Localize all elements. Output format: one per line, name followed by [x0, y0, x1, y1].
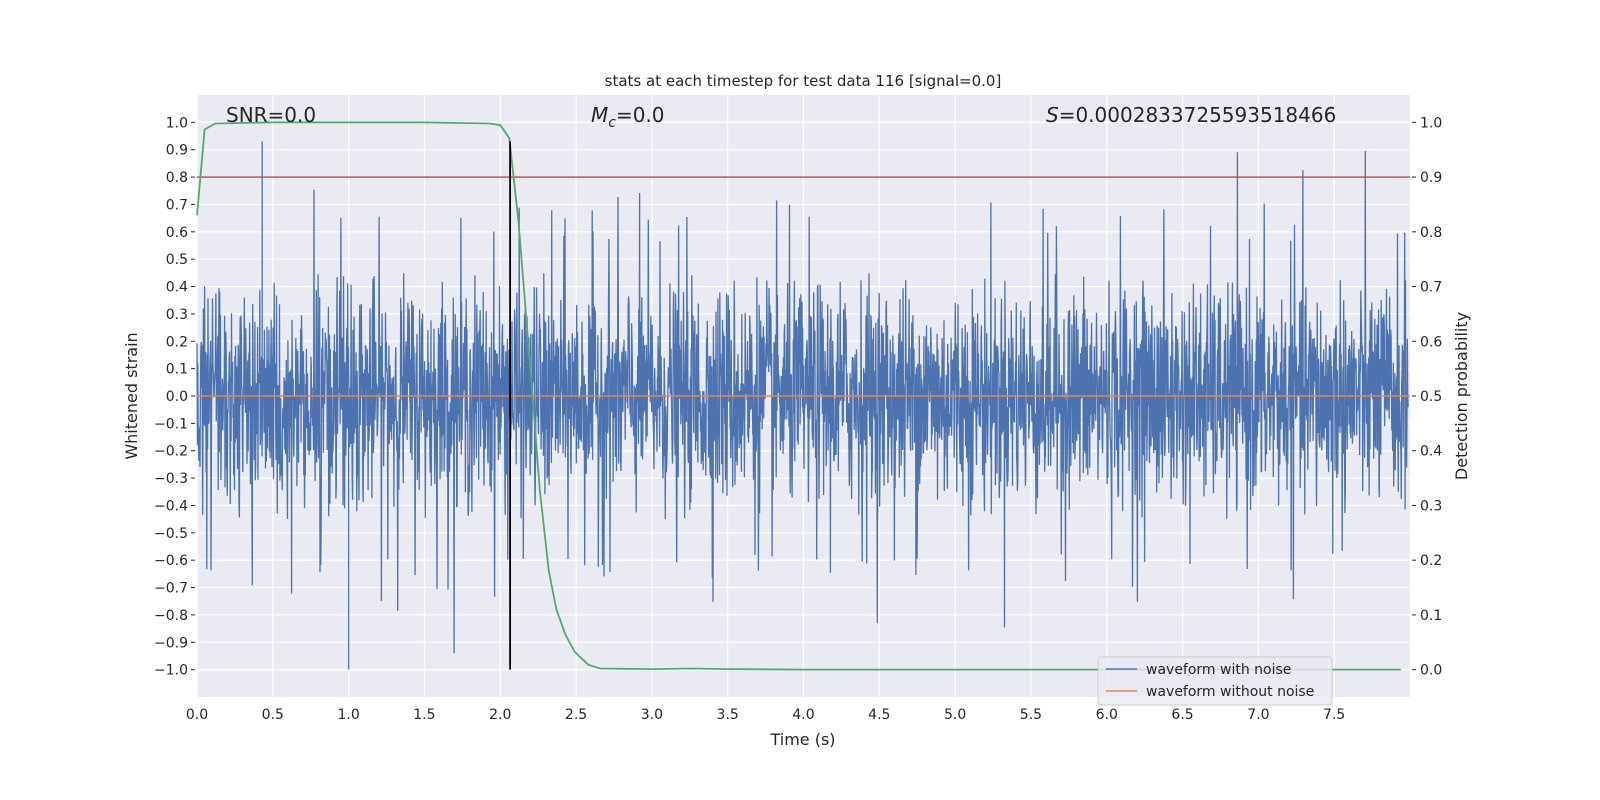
x-tick-label: 4.0: [792, 707, 814, 723]
x-tick-label: 5.0: [944, 707, 966, 723]
y-tick-label: 0.8: [166, 170, 188, 186]
y-tick-label: 0.9: [166, 143, 188, 159]
s-value: =0.0002833725593518466: [1059, 103, 1337, 127]
y2-axis-label: Detection probability: [1452, 312, 1471, 480]
y2-tick-label: 0.9: [1420, 170, 1442, 186]
mc-subscript: c: [608, 115, 616, 131]
x-tick-label: 2.0: [489, 707, 511, 723]
x-tick-label: 4.5: [868, 707, 890, 723]
x-tick-label: 0.5: [262, 707, 284, 723]
x-tick-label: 1.5: [413, 707, 435, 723]
x-tick-label: 2.5: [565, 707, 587, 723]
x-axis-label: Time (s): [769, 730, 835, 749]
x-tick-label: 6.0: [1096, 707, 1118, 723]
y-axis-label: Whitened strain: [122, 332, 141, 459]
y-tick-label: −0.1: [154, 416, 188, 432]
x-tick-label: 7.0: [1247, 707, 1269, 723]
y-tick-label: 1.0: [166, 115, 188, 131]
y-tick-label: −0.2: [154, 444, 188, 460]
y-tick-label: −0.5: [154, 526, 188, 542]
y-tick-label: −0.3: [154, 471, 188, 487]
y2-tick-label: 0.8: [1420, 225, 1442, 241]
snr-annotation: SNR=0.0: [226, 103, 316, 127]
y-tick-label: 0.2: [166, 334, 188, 350]
chart-title: stats at each timestep for test data 116…: [605, 72, 1002, 90]
y-tick-label: 0.4: [166, 280, 188, 296]
y-tick-label: 0.3: [166, 307, 188, 323]
x-tick-label: 6.5: [1171, 707, 1193, 723]
mc-annotation: Mc=0.0: [591, 103, 665, 131]
y2-tick-label: 0.1: [1420, 608, 1442, 624]
y-tick-label: −0.4: [154, 498, 188, 514]
y-tick-label: −0.7: [154, 581, 188, 597]
y-tick-label: 0.1: [166, 362, 188, 378]
y-tick-label: −0.9: [154, 635, 188, 651]
y-tick-label: 0.5: [166, 252, 188, 268]
legend: waveform with noise waveform without noi…: [1097, 656, 1333, 706]
mc-value: =0.0: [616, 103, 665, 127]
noise-line: [196, 141, 1409, 670]
y2-tick-label: 0.3: [1420, 498, 1442, 514]
x-tick-label: 5.5: [1020, 707, 1042, 723]
y2-tick-label: 0.7: [1420, 280, 1442, 296]
legend-label-clean: waveform without noise: [1146, 684, 1314, 700]
s-symbol: S: [1046, 103, 1059, 127]
detection-probability-line: [196, 121, 1401, 671]
y2-tick-label: 0.4: [1420, 444, 1442, 460]
y-tick-label: −0.6: [154, 553, 188, 569]
ticks: 0.0 0.5 1.0 1.5 2.0 2.5 3.0 3.5 4.0 4.5 5.0 5.5 6.0 6…: [154, 115, 1442, 723]
legend-label-noise: waveform with noise: [1146, 662, 1291, 678]
y-tick-label: 0.7: [166, 197, 188, 213]
x-tick-label: 0.0: [186, 707, 208, 723]
y2-tick-label: 0.2: [1420, 553, 1442, 569]
y2-tick-label: 0.0: [1420, 663, 1442, 679]
x-tick-label: 7.5: [1323, 707, 1345, 723]
legend-box: [1097, 656, 1333, 706]
x-tick-label: 3.5: [717, 707, 739, 723]
y-tick-label: −1.0: [154, 663, 188, 679]
y-tick-label: −0.8: [154, 608, 188, 624]
y2-tick-label: 0.6: [1420, 334, 1442, 350]
mc-symbol: M: [591, 103, 608, 127]
s-annotation: S=0.0002833725593518466: [1046, 103, 1336, 127]
y-tick-label: 0.6: [166, 225, 188, 241]
y-tick-label: 0.0: [166, 389, 188, 405]
x-tick-label: 3.0: [641, 707, 663, 723]
y2-tick-label: 0.5: [1420, 389, 1442, 405]
y2-tick-label: 1.0: [1420, 115, 1442, 131]
overlays: [196, 121, 1410, 671]
x-tick-label: 1.0: [337, 707, 359, 723]
series-waveform-with-noise: [196, 141, 1409, 670]
